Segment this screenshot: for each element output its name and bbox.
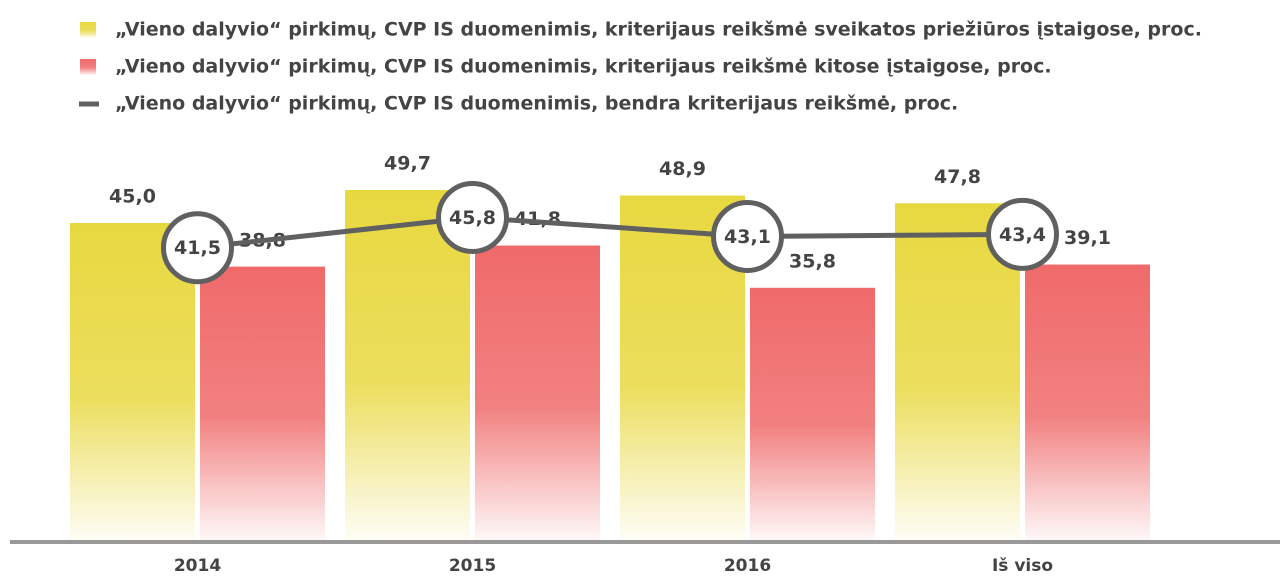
- value-label: 39,1: [1064, 227, 1111, 249]
- bar-top: [475, 245, 600, 250]
- x-tick-label: 2014: [174, 556, 221, 576]
- line: [197, 214, 1023, 251]
- value-label: 47,8: [934, 166, 981, 188]
- legend-label: „Vieno dalyvio“ pirkimų, CVP IS duomenim…: [115, 19, 1202, 41]
- line-point: [986, 197, 1059, 271]
- value-label: 35,8: [789, 250, 836, 272]
- line-point: [161, 211, 234, 285]
- line-point: [711, 199, 784, 273]
- value-label: 41,5: [174, 237, 221, 259]
- bar: [750, 287, 875, 540]
- value-label: 45,0: [109, 186, 156, 208]
- line-point: [436, 180, 509, 254]
- bar-top: [1025, 264, 1150, 269]
- x-tick-label: 2016: [724, 556, 771, 576]
- value-label: 48,9: [659, 158, 706, 180]
- bar: [345, 190, 470, 540]
- bar-top: [345, 190, 470, 194]
- bar: [1025, 264, 1150, 540]
- bar-top: [895, 203, 1020, 208]
- value-label: 43,4: [999, 224, 1046, 246]
- x-tick-label: Iš viso: [992, 556, 1053, 576]
- x-tick-label: 2015: [449, 556, 496, 576]
- legend-label: „Vieno dalyvio“ pirkimų, CVP IS duomenim…: [115, 56, 1052, 78]
- legend-swatch: [80, 59, 96, 75]
- value-label: 49,7: [384, 153, 431, 175]
- bar: [200, 266, 325, 540]
- bar: [475, 245, 600, 541]
- bar-top: [70, 223, 195, 228]
- legend-label: „Vieno dalyvio“ pirkimų, CVP IS duomenim…: [115, 93, 958, 115]
- value-label: 43,1: [724, 226, 771, 248]
- bar: [70, 223, 195, 541]
- bar-top: [620, 195, 745, 200]
- legend-swatch: [80, 22, 96, 38]
- bar-top: [750, 287, 875, 292]
- value-label: 45,8: [449, 207, 496, 229]
- bar-top: [200, 266, 325, 271]
